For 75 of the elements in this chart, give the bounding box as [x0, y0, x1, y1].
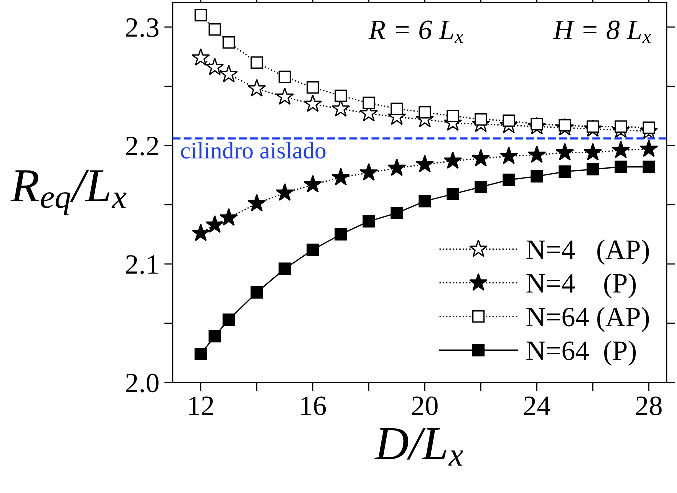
point — [446, 188, 460, 201]
point — [278, 262, 292, 276]
point — [220, 208, 238, 226]
point — [444, 152, 462, 170]
point — [388, 158, 406, 176]
point — [614, 120, 628, 133]
x-tick-label: 28 — [636, 396, 662, 416]
x-axis-title: D/L$_{x}$ — [374, 428, 464, 466]
point — [614, 160, 628, 174]
point — [278, 70, 292, 84]
y-axis-title: R$_{eq}$/L$_{x}$ — [10, 170, 127, 216]
point — [390, 102, 404, 116]
point — [474, 114, 488, 126]
point — [306, 82, 320, 94]
point — [390, 207, 404, 220]
point — [222, 36, 236, 49]
y-tick-label: 2.3 — [126, 18, 159, 38]
point — [584, 143, 602, 161]
point — [418, 195, 432, 208]
point — [332, 168, 350, 186]
point — [208, 23, 222, 36]
point — [586, 163, 600, 176]
point — [192, 224, 210, 242]
x-tick-label: 20 — [412, 396, 438, 416]
point — [446, 110, 460, 122]
point — [556, 143, 574, 161]
point — [558, 166, 572, 178]
point — [416, 155, 434, 173]
point — [418, 106, 432, 119]
annotation: R = 6 L$_{x}$ — [368, 20, 464, 43]
legend-label: N=64 (P) — [526, 340, 636, 366]
point — [220, 65, 238, 83]
point — [222, 314, 236, 326]
point — [612, 140, 630, 158]
legend-label: N=4 (P) — [526, 273, 636, 299]
point — [206, 58, 224, 76]
point — [276, 88, 294, 106]
point — [642, 160, 656, 174]
point — [502, 174, 516, 186]
y-tick-label: 2.2 — [126, 137, 158, 156]
point — [362, 215, 376, 228]
point — [502, 114, 516, 128]
point — [194, 348, 208, 360]
point — [474, 181, 488, 194]
annotation: H = 8 L$_{x}$ — [553, 20, 652, 44]
x-tick-label: 24 — [524, 396, 551, 416]
point — [642, 122, 656, 134]
point — [208, 330, 222, 343]
point — [530, 170, 544, 183]
point — [306, 244, 320, 256]
y-tick-label: 2.1 — [126, 255, 158, 274]
point — [500, 146, 518, 164]
point — [248, 194, 266, 212]
point — [640, 140, 658, 158]
ref-line-label: cilindro aislado — [181, 142, 326, 159]
point — [528, 146, 546, 164]
point — [334, 90, 348, 102]
point — [250, 56, 264, 70]
point — [304, 175, 322, 193]
point — [334, 228, 348, 241]
point — [472, 149, 490, 167]
point — [276, 183, 294, 202]
point — [360, 163, 378, 181]
point — [362, 96, 376, 110]
point — [250, 286, 264, 299]
y-tick-label: 2.0 — [126, 374, 159, 393]
legend-label: N=64 (AP) — [526, 307, 650, 332]
point — [194, 9, 208, 22]
legend-label: N=4 (AP) — [526, 240, 650, 265]
point — [192, 48, 210, 66]
x-tick-label: 12 — [190, 396, 214, 416]
x-tick-label: 16 — [302, 396, 326, 416]
point — [248, 79, 266, 97]
point — [206, 215, 224, 234]
point — [304, 94, 322, 112]
